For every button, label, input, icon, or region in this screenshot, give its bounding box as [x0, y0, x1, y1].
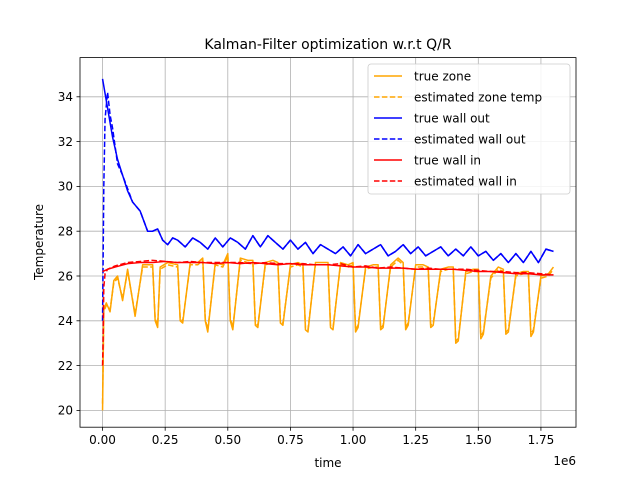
x-axis-label: time: [314, 456, 341, 470]
x-tick-label: 1.75: [528, 433, 555, 447]
series-line-estimated-wall-in: [101, 259, 554, 366]
x-tick-label: 1.25: [402, 433, 429, 447]
plot-area-frame: [79, 57, 577, 428]
legend-label-estimated-wall-in: estimated wall in: [414, 174, 517, 188]
legend-label-estimated-zone-temp: estimated zone temp: [414, 90, 542, 104]
x-tick-label: 0.25: [152, 433, 179, 447]
x-tick-label: 0.00: [89, 433, 116, 447]
y-tick-label: 26: [58, 269, 73, 283]
x-tick-label: 0.50: [214, 433, 241, 447]
y-tick-label: 24: [58, 314, 73, 328]
legend-label-true-wall-in: true wall in: [414, 153, 481, 167]
y-tick-label: 22: [58, 359, 73, 373]
y-tick-label: 30: [58, 180, 73, 194]
y-axis-label: Temperature: [32, 204, 46, 281]
y-tick-label: 20: [58, 404, 73, 418]
series-line-estimated-wall-out: [101, 91, 554, 321]
y-tick-label: 28: [58, 225, 73, 239]
legend-box: [367, 63, 571, 195]
legend: true zone estimated zone temp true wall ou…: [367, 63, 571, 195]
series-line-true-zone: [101, 252, 555, 411]
y-tick-label: 32: [58, 135, 73, 149]
chart-title: Kalman-Filter optimization w.r.t Q/R: [204, 37, 451, 53]
x-axis-offset-text: 1e6: [553, 454, 576, 468]
x-axis-ticks: 0.00 0.25 0.50 0.75 1.00 1.25 1.50 1.75: [89, 427, 554, 447]
series-lines: [101, 78, 555, 411]
x-tick-label: 1.50: [465, 433, 492, 447]
x-tick-label: 0.75: [277, 433, 304, 447]
legend-label-true-wall-out: true wall out: [414, 111, 490, 125]
legend-label-estimated-wall-out: estimated wall out: [414, 132, 526, 146]
y-tick-label: 34: [58, 90, 73, 104]
y-axis-ticks: 20 22 24 26 28 30 32 34: [58, 90, 80, 418]
x-tick-label: 1.00: [340, 433, 367, 447]
legend-label-true-zone: true zone: [414, 69, 471, 83]
